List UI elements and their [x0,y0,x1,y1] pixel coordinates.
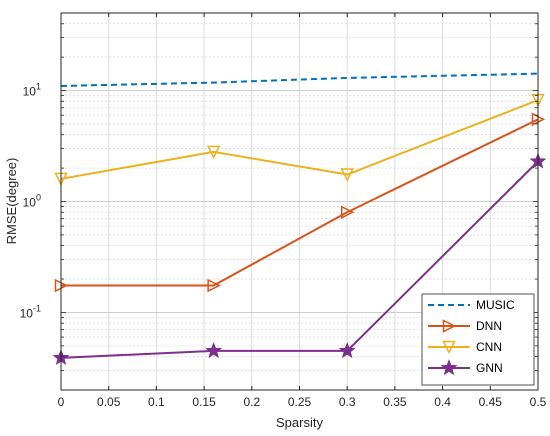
marker-triangle-right [442,319,457,333]
marker-star [338,342,356,359]
legend-label-music: MUSIC [476,298,515,312]
y-tick-exponent: -1 [33,303,41,313]
legend-label-dnn: DNN [476,319,502,333]
series-line-gnn [60,160,539,359]
y-tick-label: 10-1 [20,303,41,320]
y-tick-label: 101 [23,82,41,99]
legend-label-gnn: GNN [476,361,503,375]
y-axis-label: RMSE(degree) [4,158,19,245]
x-axis-label: Sparsity [276,415,323,430]
x-tick-label: 0.1 [148,395,165,409]
marker-triangle-right [340,205,355,219]
x-tick-label: 0 [58,395,65,409]
y-tick-label: 100 [23,193,41,210]
y-tick-base: 10 [20,306,34,320]
marker-triangle-down [442,340,456,355]
y-tick-exponent: 1 [36,82,41,92]
series-layer [52,72,547,366]
marker-triangle-down [206,145,221,160]
x-tick-label: 0.3 [339,395,356,409]
x-tick-label: 0.05 [97,395,121,409]
marker-star [205,342,223,359]
series-line-dnn [61,118,539,287]
x-tick-label: 0.4 [434,395,451,409]
series-line-cnn [60,99,539,180]
x-tick-label: 0.35 [383,395,407,409]
x-tick-label: 0.2 [243,395,260,409]
legend: MUSIC DNN CNN GNN [421,293,535,386]
x-tick-label: 0.15 [192,395,216,409]
marker-star [440,359,458,376]
series-line-music [60,72,539,87]
x-tick-label: 0.45 [479,395,503,409]
x-tick-label: 0.25 [288,395,312,409]
x-tick-label: 0.5 [530,395,547,409]
y-tick-exponent: 0 [36,193,41,203]
series-music [60,72,539,87]
ticks: 0 0.05 0.1 0.15 0.2 0.25 0.3 0.35 0.4 0.45 0.510-1… [20,13,547,409]
y-tick-base: 10 [23,85,37,99]
marker-triangle-down [340,168,354,182]
legend-label-cnn: CNN [476,340,502,354]
y-tick-base: 10 [23,196,37,210]
marker-triangle-right [207,278,221,293]
legend-box [421,293,535,386]
